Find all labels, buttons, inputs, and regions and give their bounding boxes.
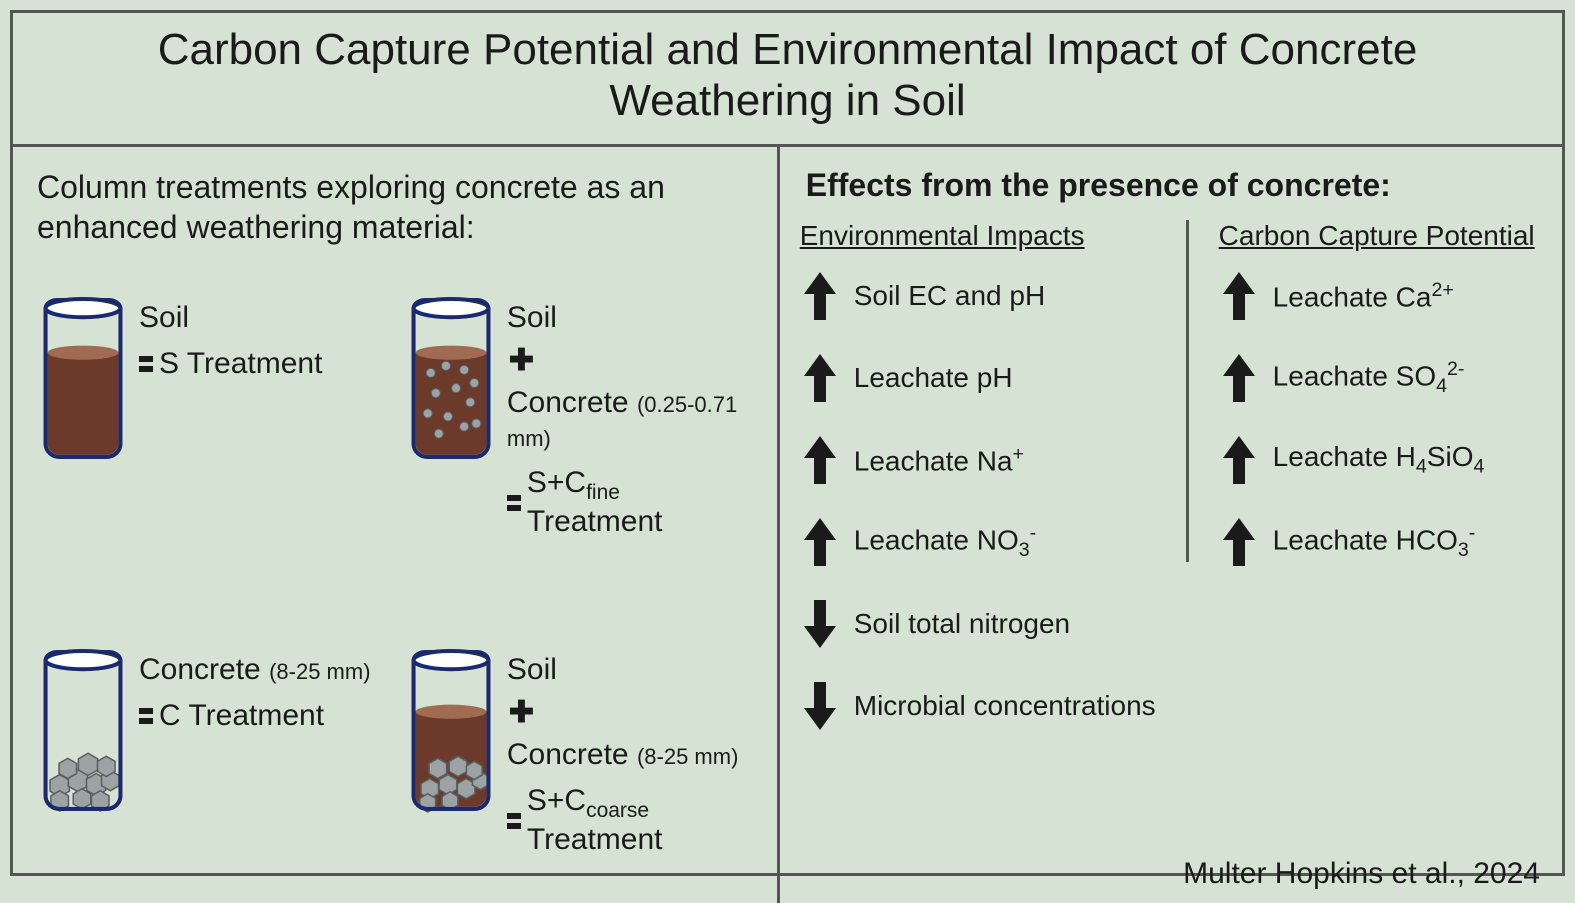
effect-item: Leachate NO3- [800, 516, 1156, 568]
arrow-up-icon [1219, 352, 1259, 404]
treatments-grid: Soil S Treatment Soil ✚ Concrete (0.25-0.7… [37, 297, 763, 891]
effect-label: Soil total nitrogen [854, 608, 1070, 640]
treatment-s: Soil S Treatment [37, 297, 395, 539]
left-intro: Column treatments exploring concrete as … [37, 167, 763, 247]
figure-frame: Carbon Capture Potential and Environment… [10, 10, 1565, 876]
effect-label: Leachate SO42- [1273, 358, 1465, 398]
arrow-up-icon [1219, 270, 1259, 322]
equals-icon [507, 495, 521, 511]
equals-icon [507, 813, 521, 829]
arrow-up-icon [1219, 516, 1259, 568]
treatment-name: S Treatment [139, 347, 322, 381]
beaker-soil [37, 297, 129, 461]
arrow-down-icon [800, 598, 840, 650]
effect-item: Leachate Na+ [800, 434, 1156, 486]
plus-icon: ✚ [509, 695, 763, 730]
treatment-name: C Treatment [139, 699, 371, 733]
effect-label: Leachate pH [854, 362, 1013, 394]
arrow-down-icon [800, 680, 840, 732]
panels: Column treatments exploring concrete as … [13, 147, 1562, 903]
treatment-labels: Soil ✚ Concrete (0.25-0.71 mm) S+Cfine Tre… [507, 297, 763, 539]
treatment-name: S+Cfine Treatment [507, 466, 763, 539]
column-divider [1186, 220, 1189, 562]
arrow-up-icon [1219, 434, 1259, 486]
carbon-capture-column: Carbon Capture Potential Leachate Ca2+ L… [1219, 220, 1535, 762]
plus-icon: ✚ [509, 343, 763, 378]
effect-label: Leachate HCO3- [1273, 522, 1476, 562]
equals-icon [139, 708, 153, 724]
effect-label: Leachate NO3- [854, 522, 1036, 562]
effect-label: Microbial concentrations [854, 690, 1156, 722]
treatment-sc_coarse: Soil ✚ Concrete (8-25 mm) S+Ccoarse Treatm… [405, 649, 763, 891]
effect-item: Soil total nitrogen [800, 598, 1156, 650]
figure-title: Carbon Capture Potential and Environment… [13, 13, 1562, 147]
material-label: Concrete (0.25-0.71 mm) [507, 386, 763, 454]
arrow-up-icon [800, 434, 840, 486]
beaker-coarse [37, 649, 129, 813]
effect-item: Soil EC and pH [800, 270, 1156, 322]
material-label: Soil [139, 301, 322, 335]
effect-item: Leachate H4SiO4 [1219, 434, 1535, 486]
arrow-up-icon [800, 270, 840, 322]
effect-label: Soil EC and pH [854, 280, 1045, 312]
treatment-labels: Soil S Treatment [139, 297, 322, 381]
material-label: Soil [507, 653, 763, 687]
treatment-sc_fine: Soil ✚ Concrete (0.25-0.71 mm) S+Cfine Tre… [405, 297, 763, 539]
effect-item: Leachate SO42- [1219, 352, 1535, 404]
effect-label: Leachate Ca2+ [1273, 279, 1454, 313]
beaker-soil_fine [405, 297, 497, 461]
right-panel: Effects from the presence of concrete: E… [780, 147, 1562, 903]
treatment-name: S+Ccoarse Treatment [507, 784, 763, 857]
citation: Multer Hopkins et al., 2024 [1183, 857, 1540, 891]
environmental-impacts-column: Environmental Impacts Soil EC and pH Lea… [800, 220, 1156, 762]
arrow-up-icon [800, 516, 840, 568]
column-heading: Environmental Impacts [800, 220, 1156, 252]
left-panel: Column treatments exploring concrete as … [13, 147, 780, 903]
effect-item: Leachate Ca2+ [1219, 270, 1535, 322]
arrow-up-icon [800, 352, 840, 404]
effect-item: Microbial concentrations [800, 680, 1156, 732]
effect-item: Leachate HCO3- [1219, 516, 1535, 568]
treatment-labels: Soil ✚ Concrete (8-25 mm) S+Ccoarse Treatm… [507, 649, 763, 857]
effect-columns: Environmental Impacts Soil EC and pH Lea… [800, 220, 1550, 762]
material-label: Soil [507, 301, 763, 335]
effect-item: Leachate pH [800, 352, 1156, 404]
material-label: Concrete (8-25 mm) [139, 653, 371, 687]
treatment-c: Concrete (8-25 mm) C Treatment [37, 649, 395, 891]
equals-icon [139, 356, 153, 372]
effect-label: Leachate Na+ [854, 443, 1024, 477]
material-label: Concrete (8-25 mm) [507, 738, 763, 772]
treatment-labels: Concrete (8-25 mm) C Treatment [139, 649, 371, 733]
beaker-soil_coarse [405, 649, 497, 813]
right-title: Effects from the presence of concrete: [800, 167, 1550, 204]
column-heading: Carbon Capture Potential [1219, 220, 1535, 252]
effect-label: Leachate H4SiO4 [1273, 441, 1485, 479]
